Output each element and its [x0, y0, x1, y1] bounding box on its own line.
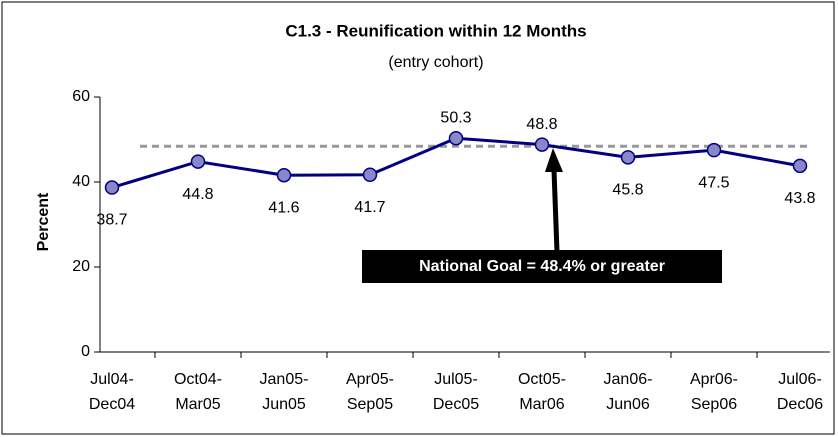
- chart-subtitle: (entry cohort): [388, 54, 483, 71]
- annotation-text: National Goal = 48.4% or greater: [419, 258, 665, 275]
- y-tick-label: 40: [72, 173, 90, 190]
- x-tick-label: Apr05-: [346, 371, 394, 388]
- x-tick-label: Jul04-: [90, 371, 134, 388]
- x-tick-label: Mar05: [175, 396, 220, 413]
- x-tick-label: Jul05-: [434, 371, 478, 388]
- x-tick-label: Sep05: [347, 396, 393, 413]
- y-axis-label: Percent: [35, 192, 52, 251]
- y-tick-label: 60: [72, 88, 90, 105]
- chart-title: C1.3 - Reunification within 12 Months: [285, 21, 586, 40]
- data-label: 41.7: [354, 199, 385, 216]
- x-tick-label: Dec05: [433, 396, 479, 413]
- y-tick-label: 0: [81, 343, 90, 360]
- y-tick-label: 20: [72, 258, 90, 275]
- x-tick-label: Dec04: [89, 396, 135, 413]
- data-label: 45.8: [612, 182, 643, 199]
- x-tick-label: Jun06: [606, 396, 650, 413]
- data-label: 43.8: [784, 190, 815, 207]
- data-point: [620, 150, 636, 165]
- data-label: 48.8: [526, 116, 557, 133]
- x-tick-label: Dec06: [777, 396, 823, 413]
- x-tick-label: Jun05: [262, 396, 306, 413]
- x-tick-label: Sep06: [691, 396, 737, 413]
- arrow-shaft: [551, 169, 560, 253]
- data-label: 38.7: [96, 212, 127, 229]
- arrow-head: [545, 148, 563, 172]
- x-tick-label: Oct05-: [518, 371, 566, 388]
- data-point: [448, 130, 464, 146]
- data-point: [792, 158, 808, 174]
- x-tick-label: Oct04-: [174, 371, 222, 388]
- data-label: 41.6: [268, 199, 299, 216]
- data-label: 44.8: [182, 186, 213, 203]
- data-point: [362, 167, 378, 183]
- data-point: [104, 180, 120, 195]
- data-point: [534, 137, 550, 152]
- x-tick-label: Jul06-: [778, 371, 822, 388]
- x-tick-label: Apr06-: [690, 371, 738, 388]
- data-point: [190, 154, 206, 169]
- annotation-box: [362, 250, 722, 283]
- data-point: [276, 167, 292, 183]
- x-tick-label: Jan05-: [260, 371, 309, 388]
- x-tick-label: Jan06-: [604, 371, 653, 388]
- x-tick-label: Mar06: [519, 396, 564, 413]
- data-point: [706, 142, 722, 158]
- data-label: 50.3: [440, 109, 471, 126]
- data-label: 47.5: [698, 174, 729, 191]
